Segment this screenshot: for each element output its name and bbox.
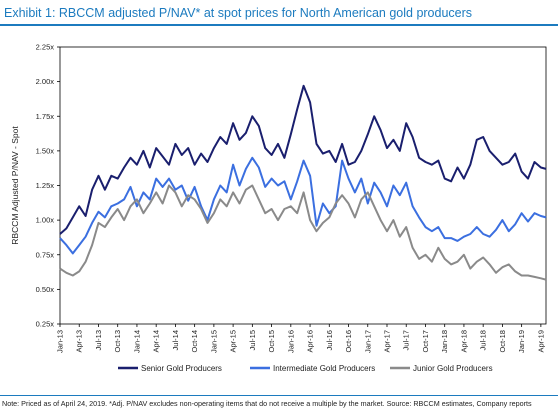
chart-series <box>59 84 547 281</box>
x-tick-label: Oct-14 <box>190 330 199 353</box>
x-tick-label: Jan-15 <box>209 330 218 353</box>
x-tick-label: Jul-17 <box>402 330 411 350</box>
footnote-rule <box>0 395 558 396</box>
series-line-3 <box>59 184 547 281</box>
x-tick-label: Apr-19 <box>536 330 545 353</box>
y-tick-label: 1.75x <box>36 112 55 121</box>
legend-label: Junior Gold Producers <box>413 364 493 373</box>
series-line-2 <box>59 156 547 255</box>
x-tick-label: Jan-17 <box>363 330 372 353</box>
x-tick-label: Jan-16 <box>286 330 295 353</box>
x-tick-label: Apr-13 <box>75 330 84 353</box>
x-tick-label: Oct-18 <box>498 330 507 353</box>
x-tick-label: Jan-19 <box>517 330 526 353</box>
x-tick-label: Apr-16 <box>306 330 315 353</box>
footnote: Note: Priced as of April 24, 2019. *Adj.… <box>2 399 532 408</box>
y-axis-title: RBCCM Adjusted P/NAV - Spot <box>10 126 20 245</box>
x-tick-label: Jan-13 <box>56 330 65 353</box>
x-tick-label: Jul-15 <box>248 330 257 350</box>
y-tick-label: 0.50x <box>36 285 55 294</box>
legend-label: Senior Gold Producers <box>141 364 222 373</box>
x-tick-label: Apr-17 <box>382 330 391 353</box>
x-tick-label: Jul-14 <box>171 330 180 350</box>
line-chart: 0.25x 0.50x 0.75x 1.00x 1.25x 1.50x 1.75x 2.00x… <box>10 43 547 373</box>
x-tick-label: Jan-18 <box>440 330 449 353</box>
chart-legend: Senior Gold Producers Intermediate Gold P… <box>118 364 493 373</box>
x-tick-label: Jan-14 <box>132 330 141 353</box>
x-tick-label: Oct-17 <box>421 330 430 353</box>
y-tick-label: 1.00x <box>36 216 55 225</box>
x-tick-label: Apr-18 <box>459 330 468 353</box>
title-rule <box>0 24 558 26</box>
x-tick-label: Jul-13 <box>94 330 103 350</box>
y-tick-label: 0.75x <box>36 250 55 259</box>
x-tick-label: Apr-15 <box>229 330 238 353</box>
x-tick-label: Jul-16 <box>325 330 334 350</box>
legend-label: Intermediate Gold Producers <box>273 364 375 373</box>
chart-title: Exhibit 1: RBCCM adjusted P/NAV* at spot… <box>4 6 473 20</box>
y-tick-label: 1.25x <box>36 181 55 190</box>
y-tick-label: 2.25x <box>36 43 55 52</box>
x-tick-label: Jul-18 <box>479 330 488 350</box>
x-tick-label: Apr-14 <box>152 330 161 353</box>
y-tick-label: 0.25x <box>36 320 55 329</box>
y-tick-label: 2.00x <box>36 77 55 86</box>
y-tick-label: 1.50x <box>36 146 55 155</box>
chart-axes: 0.25x 0.50x 0.75x 1.00x 1.25x 1.50x 1.75x 2.00x… <box>10 43 547 353</box>
series-line-1 <box>59 84 547 235</box>
x-tick-label: Oct-15 <box>267 330 276 353</box>
x-tick-label: Oct-16 <box>344 330 353 353</box>
x-tick-label: Oct-13 <box>113 330 122 353</box>
